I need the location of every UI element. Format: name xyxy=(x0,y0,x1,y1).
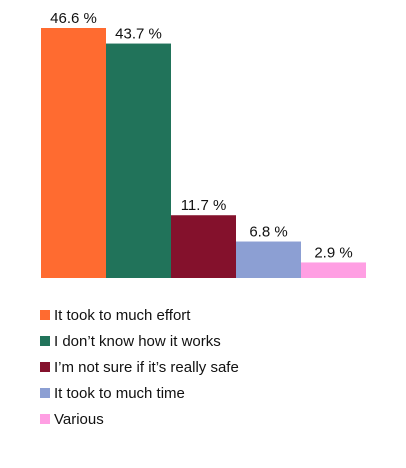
legend-item-2: I don’t know how it works xyxy=(40,328,239,354)
legend-item-5: Various xyxy=(40,406,239,432)
legend-swatch xyxy=(40,336,50,346)
legend-label: I don’t know how it works xyxy=(54,332,221,350)
legend-swatch xyxy=(40,414,50,424)
bar-1 xyxy=(41,28,106,278)
legend-label: I’m not sure if it’s really safe xyxy=(54,358,239,376)
legend-label: Various xyxy=(54,410,104,428)
legend-swatch xyxy=(40,362,50,372)
bar-value-label-5: 2.9 % xyxy=(314,244,352,261)
legend-swatch xyxy=(40,310,50,320)
bar-2 xyxy=(106,43,171,279)
bar-value-label-4: 6.8 % xyxy=(249,224,287,241)
bar-4 xyxy=(236,241,301,278)
legend-label: It took to much time xyxy=(54,384,185,402)
legend-swatch xyxy=(40,388,50,398)
bar-value-label-3: 11.7 % xyxy=(181,197,227,214)
bar-5 xyxy=(301,262,366,278)
bar-3 xyxy=(171,215,236,278)
chart-legend: It took to much effort I don’t know how i… xyxy=(40,302,239,432)
bar-value-label-2: 43.7 % xyxy=(115,26,162,43)
legend-item-4: It took to much time xyxy=(40,380,239,406)
legend-item-3: I’m not sure if it’s really safe xyxy=(40,354,239,380)
bar-value-label-1: 46.6 % xyxy=(50,10,97,27)
legend-label: It took to much effort xyxy=(54,306,191,324)
bar-chart: 46.6 % 43.7 % 11.7 % 6.8 % 2.9 % xyxy=(41,10,366,279)
legend-item-1: It took to much effort xyxy=(40,302,239,328)
